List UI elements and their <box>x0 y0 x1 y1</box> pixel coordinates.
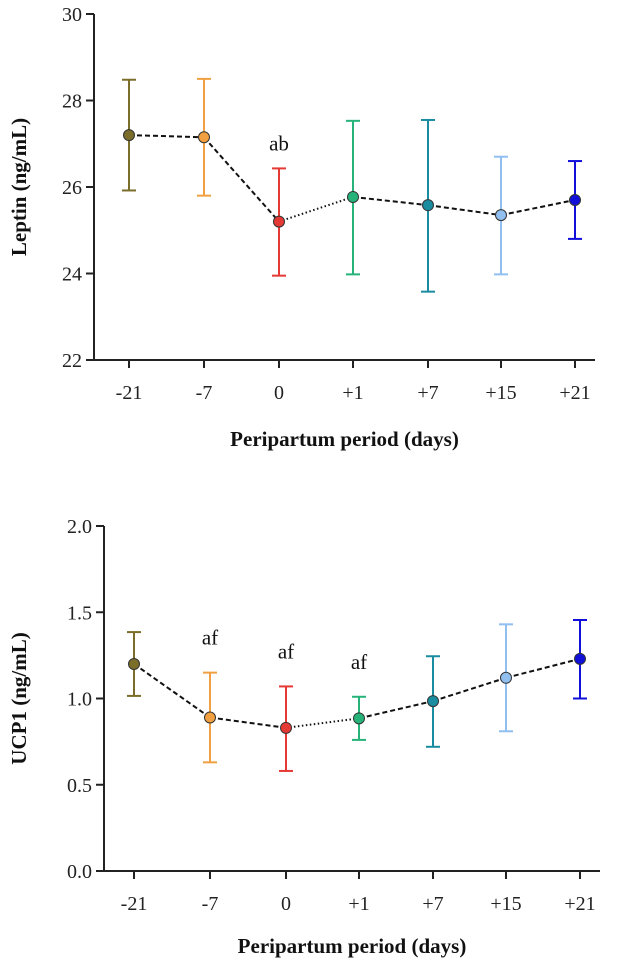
data-point <box>198 131 210 144</box>
x-tick-label: 0 <box>281 893 291 915</box>
y-tick-label: 22 <box>62 350 82 372</box>
x-tick-label: +7 <box>422 893 443 915</box>
y-tick-label: 24 <box>62 264 82 286</box>
y-tick-label: 28 <box>62 91 82 113</box>
y-tick-label: 1.5 <box>67 602 92 624</box>
series-line-segment <box>133 663 211 719</box>
y-tick-label: 0.5 <box>67 775 92 797</box>
series-line-segment <box>352 195 429 207</box>
x-tick-label: +21 <box>564 893 595 915</box>
annotation-label: af <box>278 639 294 663</box>
y-axis-title: UCP1 (ng/mL) <box>7 632 31 764</box>
x-tick-label: +15 <box>490 893 521 915</box>
y-tick-label: 26 <box>62 177 82 199</box>
data-point <box>128 658 140 670</box>
series-line-segment <box>278 195 354 223</box>
y-tick-label: 2.0 <box>67 516 92 538</box>
x-axis-title: Peripartum period (days) <box>230 427 459 451</box>
y-axis-title: Leptin (ng/mL) <box>7 118 31 256</box>
leptin-panel: 22 24 26 28 30 -21 -7 0 +1 +7 +15 +21 Peripartum per… <box>7 4 595 451</box>
series-line-segment <box>432 676 507 703</box>
data-point <box>204 711 216 724</box>
x-tick-label: +7 <box>417 382 438 404</box>
series-line-segment <box>505 657 581 679</box>
x-tick-label: +21 <box>559 382 590 404</box>
data-point <box>500 671 512 684</box>
x-tick-label: -7 <box>196 382 213 404</box>
x-tick-label: +15 <box>485 382 516 404</box>
data-point <box>495 209 507 222</box>
annotation-label: af <box>202 626 218 650</box>
x-tick-label: 0 <box>274 382 284 404</box>
data-point <box>574 652 586 665</box>
series-line-segment <box>128 134 205 139</box>
data-point <box>280 721 292 734</box>
data-point <box>427 695 439 708</box>
data-point <box>347 190 359 203</box>
data-point <box>123 129 135 142</box>
x-tick-label: -7 <box>202 893 219 915</box>
x-axis-title: Peripartum period (days) <box>238 934 467 958</box>
y-tick-label: 30 <box>62 4 82 26</box>
data-point <box>273 215 285 228</box>
data-point <box>569 193 581 206</box>
series-line-segment <box>203 136 280 223</box>
y-tick-label: 0.0 <box>67 861 92 883</box>
x-tick-label: +1 <box>342 382 363 404</box>
x-tick-label: +1 <box>348 893 369 915</box>
x-tick-label: -21 <box>121 893 148 915</box>
data-point <box>422 199 434 212</box>
series-line-segment <box>427 204 502 217</box>
y-tick-label: 1.0 <box>67 689 92 711</box>
annotation-label: ab <box>269 131 289 155</box>
series-line-segment <box>285 717 360 729</box>
data-point <box>353 712 365 725</box>
annotation-label: af <box>351 650 367 674</box>
ucp1-panel: 0.0 0.5 1.0 1.5 2.0 -21 -7 0 +1 +7 +15 +21 Peripartu… <box>7 516 600 958</box>
x-tick-label: -21 <box>116 382 143 404</box>
series-line-segment <box>500 198 576 217</box>
series-line-segment <box>209 716 287 729</box>
series-line-segment <box>358 700 434 720</box>
